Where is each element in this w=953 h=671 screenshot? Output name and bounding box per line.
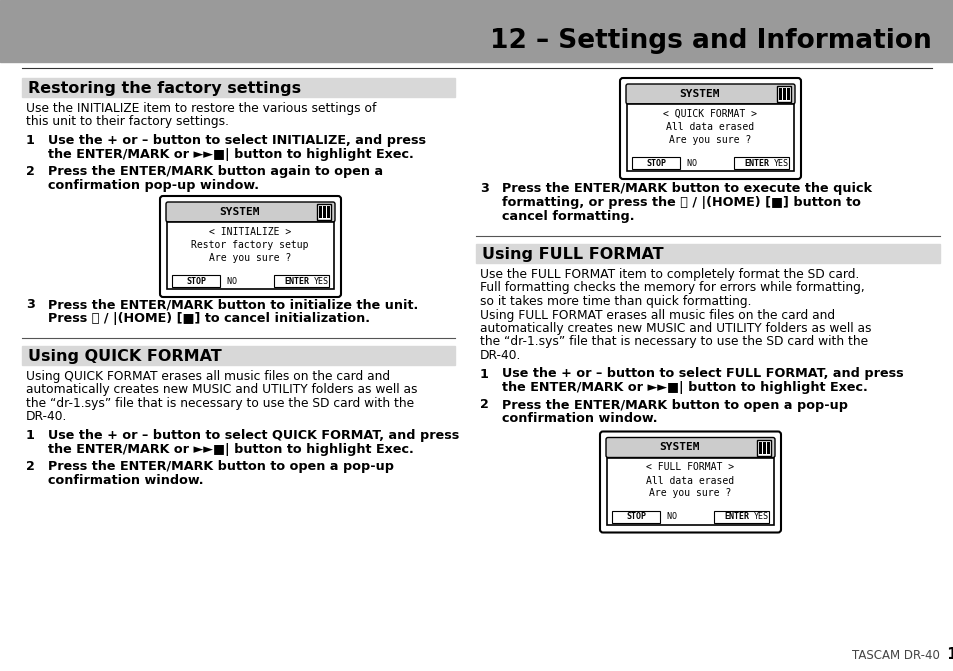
- Text: Restor factory setup: Restor factory setup: [191, 240, 309, 250]
- Text: Using QUICK FORMAT: Using QUICK FORMAT: [28, 349, 221, 364]
- Text: YES: YES: [773, 158, 788, 168]
- Text: confirmation window.: confirmation window.: [501, 413, 657, 425]
- Text: YES: YES: [753, 512, 768, 521]
- Text: automatically creates new MUSIC and UTILITY folders as well as: automatically creates new MUSIC and UTIL…: [479, 322, 871, 335]
- Bar: [786, 88, 789, 100]
- Text: NO: NO: [222, 276, 236, 285]
- Text: Using QUICK FORMAT erases all music files on the card and: Using QUICK FORMAT erases all music file…: [26, 370, 390, 383]
- Bar: [782, 88, 785, 100]
- Text: Are you sure ?: Are you sure ?: [648, 488, 730, 499]
- Text: 2: 2: [479, 399, 488, 411]
- Text: DR-40.: DR-40.: [26, 411, 68, 423]
- FancyBboxPatch shape: [166, 202, 335, 222]
- Text: NO: NO: [661, 512, 677, 521]
- Text: Use the FULL FORMAT item to completely format the SD card.: Use the FULL FORMAT item to completely f…: [479, 268, 859, 281]
- Text: this unit to their factory settings.: this unit to their factory settings.: [26, 115, 229, 129]
- Bar: [323, 206, 326, 218]
- Text: DR-40.: DR-40.: [479, 349, 521, 362]
- FancyBboxPatch shape: [605, 437, 774, 458]
- FancyBboxPatch shape: [619, 78, 801, 179]
- Text: 2: 2: [26, 460, 35, 473]
- FancyBboxPatch shape: [160, 196, 340, 297]
- Text: so it takes more time than quick formatting.: so it takes more time than quick formatt…: [479, 295, 751, 308]
- Text: NO: NO: [681, 158, 697, 168]
- Bar: [172, 275, 220, 287]
- Text: Are you sure ?: Are you sure ?: [209, 253, 291, 263]
- Text: Press the ENTER/MARK button to open a pop-up: Press the ENTER/MARK button to open a po…: [48, 460, 394, 473]
- Bar: [327, 206, 330, 218]
- Text: STOP: STOP: [645, 158, 665, 168]
- Text: Press ⏻ / |(HOME) [■] to cancel initialization.: Press ⏻ / |(HOME) [■] to cancel initiali…: [48, 312, 370, 325]
- Bar: [274, 275, 329, 287]
- Text: the ENTER/MARK or ►►■| button to highlight Exec.: the ENTER/MARK or ►►■| button to highlig…: [501, 382, 867, 395]
- Text: 2: 2: [26, 165, 35, 178]
- Bar: [0, 0, 953, 62]
- Bar: [631, 157, 679, 169]
- Text: automatically creates new MUSIC and UTILITY folders as well as: automatically creates new MUSIC and UTIL…: [26, 384, 417, 397]
- Text: TASCAM DR-40: TASCAM DR-40: [851, 649, 939, 662]
- Bar: [713, 511, 768, 523]
- Text: confirmation pop-up window.: confirmation pop-up window.: [48, 179, 258, 192]
- Text: < INITIALIZE >: < INITIALIZE >: [209, 227, 291, 237]
- Text: 12 – Settings and Information: 12 – Settings and Information: [490, 28, 931, 54]
- Bar: [779, 88, 781, 100]
- Text: Use the + or – button to select FULL FORMAT, and press: Use the + or – button to select FULL FOR…: [501, 368, 902, 380]
- Text: 3: 3: [26, 298, 35, 311]
- Text: ENTER: ENTER: [743, 158, 769, 168]
- Bar: [167, 222, 334, 289]
- Bar: [22, 346, 455, 365]
- Text: All data erased: All data erased: [665, 122, 753, 132]
- Text: 1: 1: [26, 429, 35, 442]
- Text: Press the ENTER/MARK button to execute the quick: Press the ENTER/MARK button to execute t…: [501, 182, 871, 195]
- Text: Press the ENTER/MARK button to open a pop-up: Press the ENTER/MARK button to open a po…: [501, 399, 847, 411]
- Text: 1: 1: [479, 368, 488, 380]
- Text: 103: 103: [941, 647, 953, 662]
- Bar: [476, 244, 939, 263]
- Text: Are you sure ?: Are you sure ?: [668, 135, 750, 145]
- Text: Using FULL FORMAT: Using FULL FORMAT: [481, 247, 663, 262]
- Text: formatting, or press the ⏻ / |(HOME) [■] button to: formatting, or press the ⏻ / |(HOME) [■]…: [501, 196, 860, 209]
- Text: Use the + or – button to select QUICK FORMAT, and press: Use the + or – button to select QUICK FO…: [48, 429, 458, 442]
- Bar: [626, 104, 793, 171]
- Bar: [22, 78, 455, 97]
- Text: SYSTEM: SYSTEM: [679, 89, 720, 99]
- Text: the ENTER/MARK or ►►■| button to highlight Exec.: the ENTER/MARK or ►►■| button to highlig…: [48, 148, 414, 161]
- FancyBboxPatch shape: [625, 84, 794, 104]
- Text: confirmation window.: confirmation window.: [48, 474, 203, 487]
- Bar: [757, 440, 770, 456]
- Text: Restoring the factory settings: Restoring the factory settings: [28, 81, 301, 96]
- Text: Full formatting checks the memory for errors while formatting,: Full formatting checks the memory for er…: [479, 282, 863, 295]
- Bar: [316, 204, 331, 220]
- Text: Use the INITIALIZE item to restore the various settings of: Use the INITIALIZE item to restore the v…: [26, 102, 376, 115]
- Text: < QUICK FORMAT >: < QUICK FORMAT >: [662, 109, 757, 119]
- Text: Press the ENTER/MARK button again to open a: Press the ENTER/MARK button again to ope…: [48, 165, 383, 178]
- Text: SYSTEM: SYSTEM: [219, 207, 260, 217]
- Text: Use the + or – button to select INITIALIZE, and press: Use the + or – button to select INITIALI…: [48, 134, 426, 147]
- Text: YES: YES: [314, 276, 328, 285]
- Bar: [318, 206, 322, 218]
- Bar: [776, 86, 790, 102]
- Text: 3: 3: [479, 182, 488, 195]
- Text: the “dr-1.sys” file that is necessary to use the SD card with the: the “dr-1.sys” file that is necessary to…: [26, 397, 414, 410]
- Bar: [612, 511, 659, 523]
- Bar: [606, 458, 773, 525]
- Text: < FULL FORMAT >: < FULL FORMAT >: [645, 462, 733, 472]
- Text: All data erased: All data erased: [645, 476, 733, 486]
- Text: Using FULL FORMAT erases all music files on the card and: Using FULL FORMAT erases all music files…: [479, 309, 834, 321]
- Text: STOP: STOP: [625, 512, 645, 521]
- Text: ENTER: ENTER: [284, 276, 309, 285]
- Bar: [759, 442, 761, 454]
- Bar: [766, 442, 769, 454]
- Text: cancel formatting.: cancel formatting.: [501, 210, 634, 223]
- Text: STOP: STOP: [186, 276, 206, 285]
- Bar: [762, 442, 765, 454]
- Text: Press the ENTER/MARK button to initialize the unit.: Press the ENTER/MARK button to initializ…: [48, 298, 417, 311]
- Text: the “dr-1.sys” file that is necessary to use the SD card with the: the “dr-1.sys” file that is necessary to…: [479, 336, 867, 348]
- Text: ENTER: ENTER: [723, 512, 749, 521]
- Text: SYSTEM: SYSTEM: [659, 442, 700, 452]
- Bar: [733, 157, 788, 169]
- Text: 1: 1: [26, 134, 35, 147]
- FancyBboxPatch shape: [599, 431, 781, 533]
- Text: the ENTER/MARK or ►►■| button to highlight Exec.: the ENTER/MARK or ►►■| button to highlig…: [48, 443, 414, 456]
